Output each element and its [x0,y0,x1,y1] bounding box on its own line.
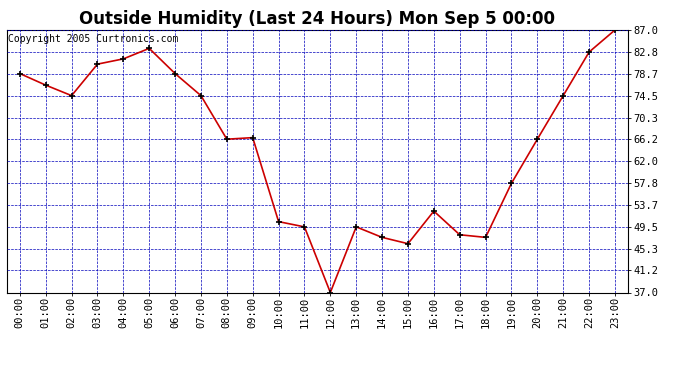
Title: Outside Humidity (Last 24 Hours) Mon Sep 5 00:00: Outside Humidity (Last 24 Hours) Mon Sep… [79,10,555,28]
Text: Copyright 2005 Curtronics.com: Copyright 2005 Curtronics.com [8,34,179,44]
